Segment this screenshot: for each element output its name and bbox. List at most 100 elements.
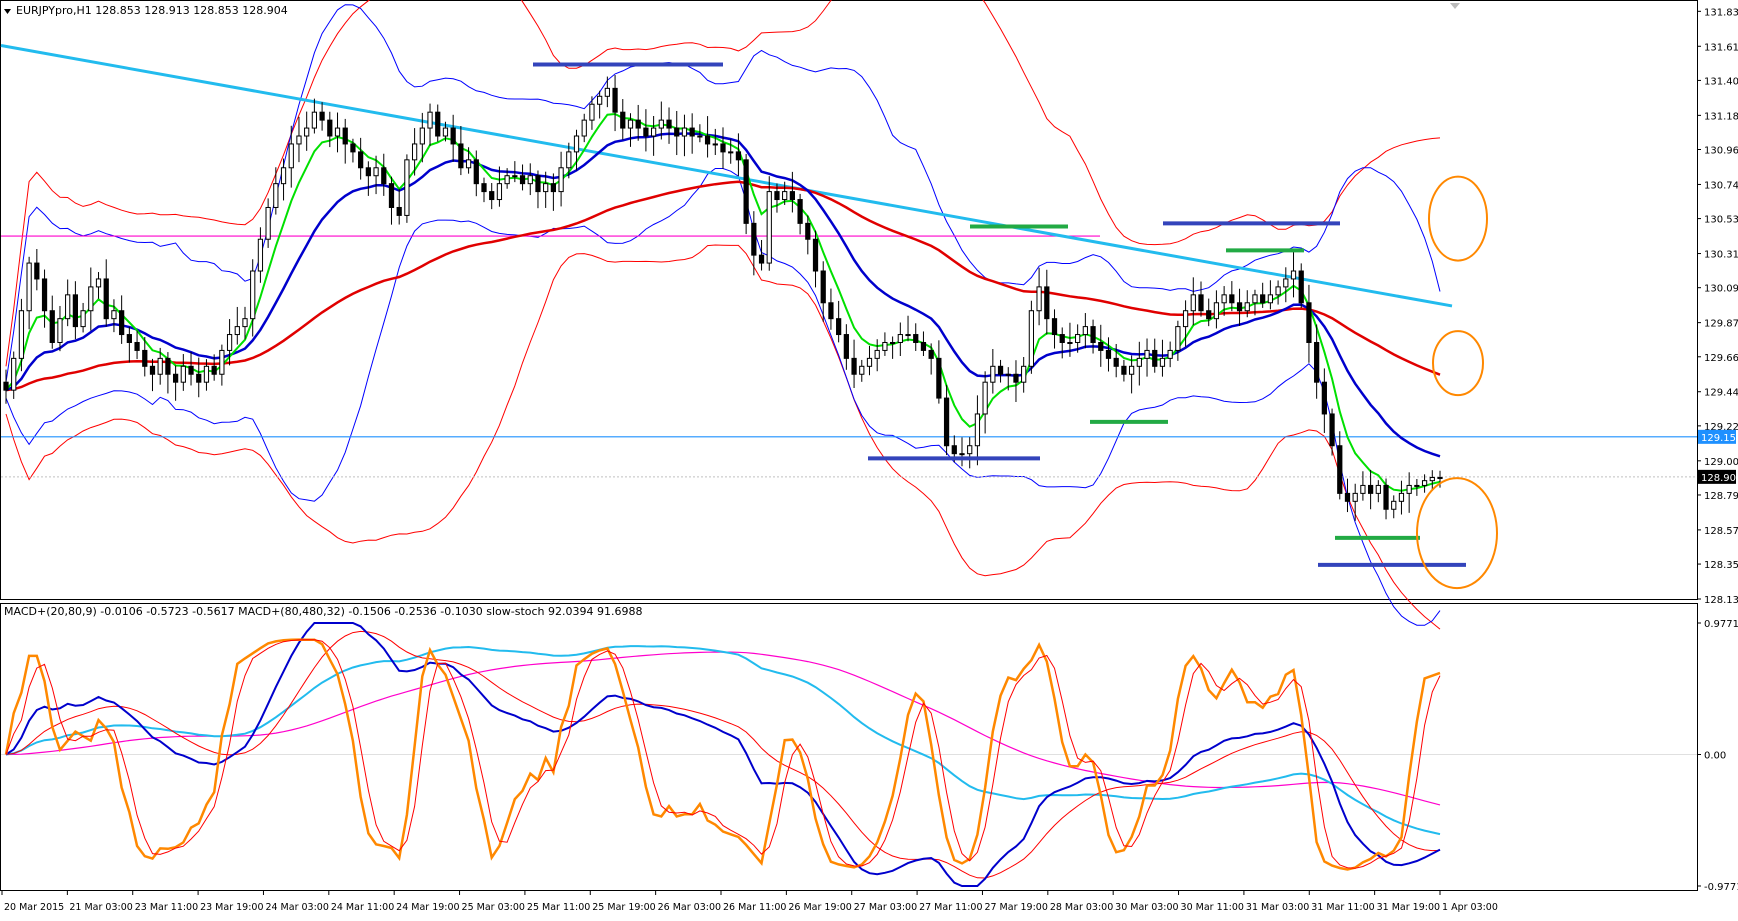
symbol-header: EURJPYpro,H1 128.853 128.913 128.853 128… (16, 4, 288, 17)
x-tick-label: 31 Mar 19:00 (1377, 902, 1440, 913)
y-tick-label: 129.660 (1704, 353, 1738, 364)
candle-bear (1152, 349, 1158, 367)
candle-bull (504, 175, 510, 185)
candle-bear (172, 373, 179, 383)
candle-bear (450, 127, 456, 145)
candle-bull (1437, 476, 1443, 479)
candle-bull (373, 167, 379, 177)
candle-bear (1329, 413, 1335, 447)
support-price-label: 129.156 (1701, 433, 1738, 444)
candle-bear (149, 365, 156, 375)
indicator-header: MACD+(20,80,9) -0.0106 -0.5723 -0.5617 M… (4, 605, 642, 618)
candle-bear (812, 238, 819, 272)
candle-bull (442, 127, 449, 137)
candle-bear (3, 381, 9, 391)
candle-bull (1067, 341, 1073, 344)
candle-bear (489, 191, 495, 201)
candle-bear (1044, 286, 1050, 320)
candle-bull (234, 326, 240, 336)
candle-bear (388, 183, 395, 208)
candle-bear (820, 270, 826, 304)
candle-bear (612, 87, 618, 113)
candle-bear (473, 159, 479, 185)
candle-bull (543, 183, 549, 193)
candle-bear (1367, 484, 1374, 494)
candle-bear (142, 349, 148, 367)
candle-bear (196, 373, 202, 383)
candle-bear (358, 151, 364, 169)
candle-bear (1337, 445, 1343, 494)
circle-mark-2 (1432, 330, 1484, 397)
x-tick-label: 31 Mar 03:00 (1246, 902, 1309, 913)
candle-bear (535, 175, 541, 193)
candles (3, 75, 1443, 521)
candle-bear (1314, 341, 1320, 383)
candle-bear (643, 127, 649, 137)
candle-bull (1036, 286, 1042, 312)
candle-bull (1221, 294, 1227, 304)
candle-bull (597, 95, 603, 105)
x-tick-label: 30 Mar 03:00 (1115, 902, 1178, 913)
x-tick-label: 25 Mar 11:00 (527, 902, 590, 913)
subpane-lines (1, 622, 1697, 887)
candle-bull (581, 119, 587, 137)
x-tick-label: 30 Mar 11:00 (1181, 902, 1244, 913)
x-tick-label: 24 Mar 11:00 (331, 902, 394, 913)
x-tick-label: 31 Mar 11:00 (1311, 902, 1374, 913)
candle-bull (88, 286, 94, 312)
candle-bear (620, 111, 626, 129)
candle-bear (319, 111, 325, 121)
candle-bull (990, 365, 996, 383)
candle-bear (550, 183, 557, 193)
x-tick-label: 27 Mar 03:00 (854, 902, 917, 913)
candle-bull (404, 159, 410, 216)
candle-bear (342, 127, 348, 145)
candle-bull (304, 127, 310, 137)
candle-bull (219, 349, 225, 375)
candle-bear (519, 175, 526, 185)
y-tick-label: 129.225 (1704, 422, 1738, 433)
candle-bull (728, 151, 734, 154)
scroll-shift-icon[interactable] (1450, 3, 1460, 9)
candle-bull (874, 349, 880, 359)
x-tick-label: 24 Mar 19:00 (396, 902, 459, 913)
candle-bull (280, 167, 287, 185)
candle-bull (1082, 326, 1088, 336)
candle-bull (80, 310, 86, 328)
candle-bull (65, 294, 71, 320)
candle-bear (720, 143, 726, 153)
candle-bear (381, 167, 387, 185)
candle-bear (936, 357, 942, 399)
y-tick-label: 128.570 (1704, 526, 1738, 537)
candle-bull (1267, 294, 1274, 304)
candle-bull (111, 310, 117, 320)
candle-bull (766, 191, 772, 264)
candle-bull (1136, 357, 1142, 367)
x-tick-label: 21 Mar 03:00 (69, 902, 132, 913)
candle-bull (1283, 278, 1289, 288)
candle-bear (1090, 326, 1096, 343)
candle-bull (257, 238, 264, 272)
candle-bear (666, 119, 672, 129)
candle-bear (743, 159, 749, 224)
candle-bear (1344, 492, 1351, 502)
candle-bull (296, 135, 302, 145)
candle-bear (1113, 357, 1119, 367)
candle-bull (95, 278, 102, 288)
candle-bear (49, 310, 55, 343)
candle-bull (411, 143, 418, 161)
candle-bear (1105, 349, 1112, 359)
y-tick-label: 130.965 (1704, 146, 1738, 157)
candle-bull (866, 357, 873, 367)
x-tick-label: 26 Mar 19:00 (788, 902, 851, 913)
candle-bull (566, 151, 572, 169)
envelope-lower (5, 244, 1441, 630)
candle-bear (126, 334, 132, 343)
candle-bear (751, 222, 757, 256)
current-price-label: 128.904 (1701, 473, 1738, 484)
triangle-down-icon[interactable] (4, 9, 11, 14)
candle-bull (427, 111, 433, 129)
candle-bull (1252, 294, 1258, 304)
candle-bear (1098, 341, 1104, 351)
